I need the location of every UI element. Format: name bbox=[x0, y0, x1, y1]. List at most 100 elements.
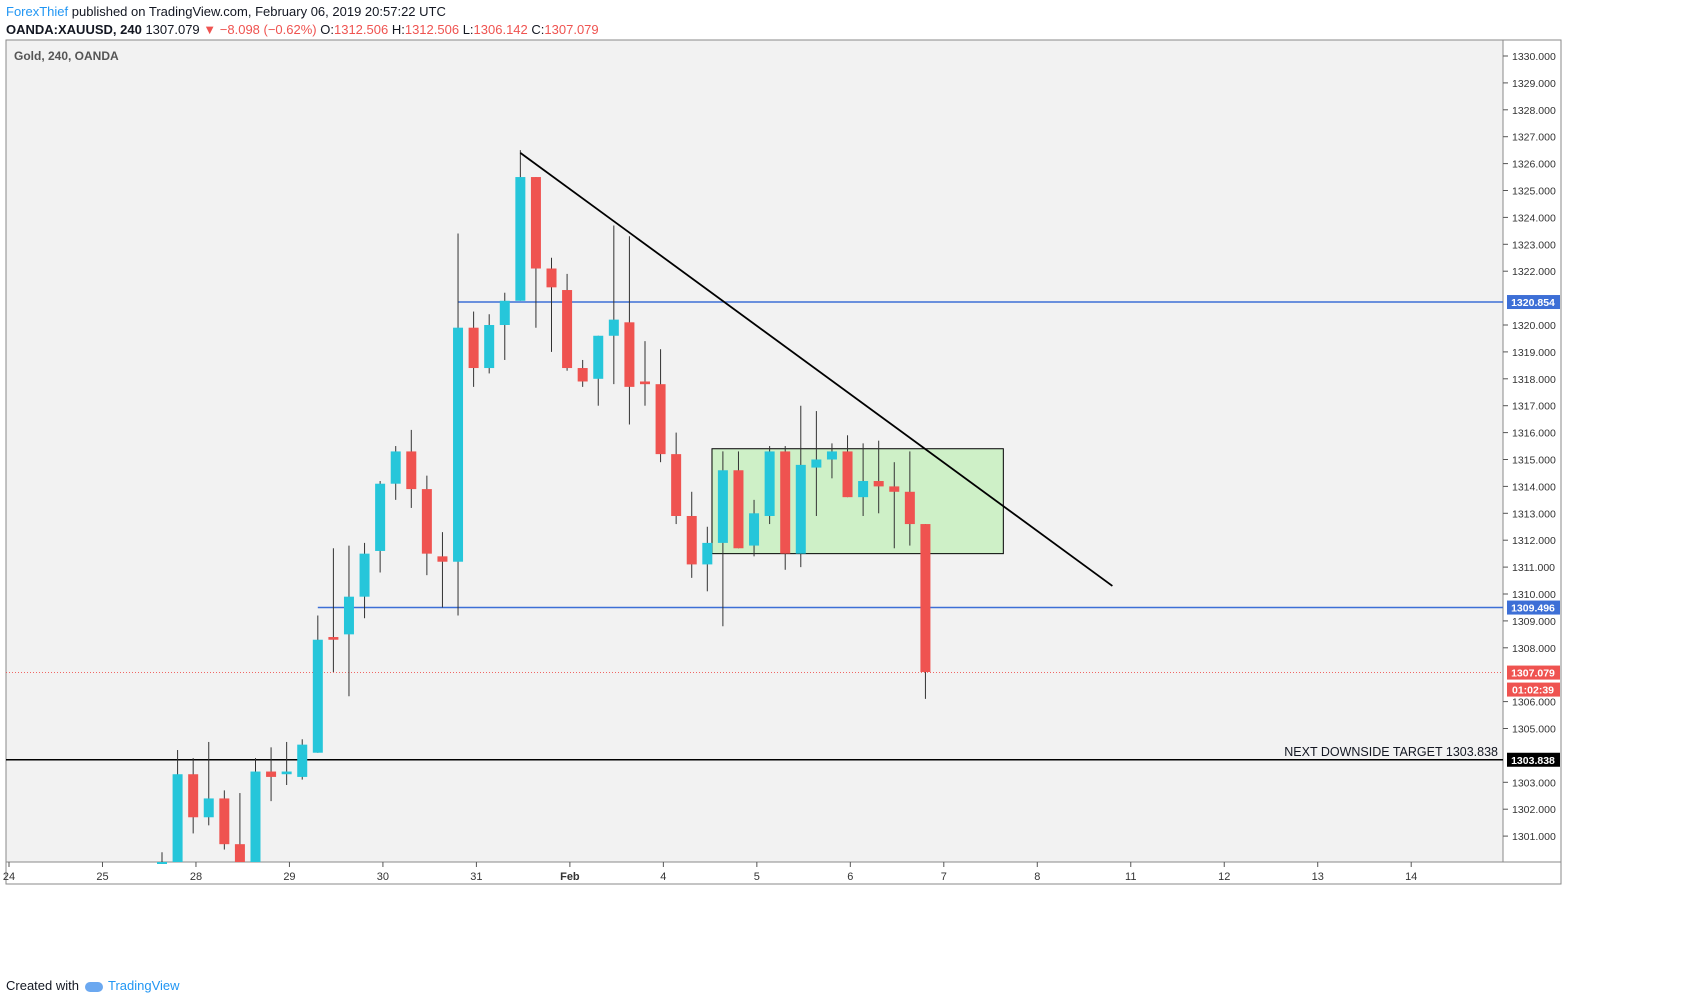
created-with-text: Created with bbox=[6, 978, 79, 993]
close-label: C: bbox=[531, 22, 545, 37]
candle-up bbox=[702, 542, 713, 565]
x-tick-label: 14 bbox=[1405, 871, 1417, 883]
y-tick-label: 1313.000 bbox=[1512, 508, 1556, 520]
candle-up bbox=[608, 319, 619, 336]
y-tick-label: 1318.000 bbox=[1512, 374, 1556, 386]
candle-up bbox=[250, 771, 261, 862]
candle-down bbox=[904, 491, 915, 525]
publish-info: ForexThief published on TradingView.com,… bbox=[6, 4, 446, 20]
price-tag-label: 1320.854 bbox=[1511, 297, 1555, 309]
x-tick-label: 30 bbox=[377, 871, 389, 883]
downside-target-annotation: NEXT DOWNSIDE TARGET 1303.838 bbox=[1284, 745, 1498, 759]
high-value: 1312.506 bbox=[404, 22, 460, 37]
candle-down bbox=[671, 454, 682, 516]
candle-down bbox=[920, 524, 931, 673]
bar-countdown-tag-bg bbox=[1507, 682, 1560, 697]
last-price-tag: 1307.079 bbox=[1511, 668, 1555, 680]
candle-down bbox=[437, 556, 448, 562]
candle-down bbox=[733, 470, 744, 549]
y-tick-label: 1302.000 bbox=[1512, 804, 1556, 816]
close-value: 1307.079 bbox=[544, 22, 599, 37]
x-tick-label: 28 bbox=[190, 871, 202, 883]
candle-up bbox=[203, 798, 214, 818]
bar-countdown-tag: 01:02:39 bbox=[1512, 685, 1554, 697]
candle-down bbox=[873, 481, 884, 487]
y-tick-label: 1329.000 bbox=[1512, 78, 1556, 90]
price-tag-label-bg bbox=[1507, 752, 1560, 767]
candle-down bbox=[219, 798, 230, 845]
chart-title: Gold, 240, OANDA bbox=[14, 49, 119, 63]
y-tick-label: 1311.000 bbox=[1512, 562, 1555, 574]
candle-down bbox=[530, 177, 541, 269]
y-tick-label: 1317.000 bbox=[1512, 401, 1556, 413]
candle-up bbox=[157, 862, 168, 864]
price-tag-label-bg bbox=[1507, 600, 1560, 615]
x-tick-label: Feb bbox=[560, 871, 580, 883]
candle-up bbox=[499, 300, 510, 325]
candle-up bbox=[826, 451, 837, 460]
y-tick-label: 1312.000 bbox=[1512, 535, 1556, 547]
candle-up bbox=[764, 451, 775, 516]
last-price-tag-bg bbox=[1507, 665, 1560, 680]
y-tick-label: 1301.000 bbox=[1512, 831, 1556, 843]
price-tag-label-bg bbox=[1507, 295, 1560, 310]
candle-up bbox=[375, 483, 386, 551]
candle-down bbox=[468, 327, 479, 369]
trend-line bbox=[519, 152, 1113, 587]
candle-down bbox=[266, 771, 277, 777]
y-tick-label: 1306.000 bbox=[1512, 697, 1556, 709]
x-tick-label: 31 bbox=[470, 871, 482, 883]
candle-down bbox=[889, 486, 900, 492]
publish-text: published on TradingView.com, February 0… bbox=[68, 4, 446, 19]
candle-up bbox=[390, 451, 401, 484]
x-tick-label: 13 bbox=[1312, 871, 1324, 883]
y-tick-label: 1305.000 bbox=[1512, 724, 1556, 736]
candle-down bbox=[842, 451, 853, 498]
consolidation-zone bbox=[711, 448, 1004, 555]
x-tick-label: 12 bbox=[1218, 871, 1230, 883]
price-tag-label: 1303.838 bbox=[1511, 755, 1555, 767]
y-tick-label: 1324.000 bbox=[1512, 212, 1556, 224]
candle-up bbox=[484, 325, 495, 369]
high-label: H: bbox=[391, 22, 405, 37]
candle-down bbox=[562, 290, 573, 369]
x-tick-label: 29 bbox=[283, 871, 295, 883]
candle-down bbox=[406, 451, 417, 490]
y-tick-label: 1328.000 bbox=[1512, 105, 1556, 117]
candle-down bbox=[655, 384, 666, 455]
x-tick-label: 8 bbox=[1034, 871, 1040, 883]
low-value: 1306.142 bbox=[473, 22, 528, 37]
y-tick-label: 1303.000 bbox=[1512, 777, 1556, 789]
symbol-label: OANDA:XAUUSD, 240 bbox=[6, 22, 142, 37]
candle-up bbox=[312, 639, 323, 753]
candle-down bbox=[546, 268, 557, 288]
y-tick-label: 1327.000 bbox=[1512, 132, 1556, 144]
x-tick-label: 7 bbox=[941, 871, 947, 883]
x-tick-label: 11 bbox=[1125, 871, 1136, 883]
candle-down bbox=[188, 774, 199, 818]
candle-up bbox=[515, 177, 526, 301]
candle-up bbox=[593, 335, 604, 379]
y-tick-label: 1326.000 bbox=[1512, 159, 1556, 171]
candle-up bbox=[749, 513, 760, 546]
y-tick-label: 1320.000 bbox=[1512, 320, 1556, 332]
candle-down bbox=[234, 844, 245, 862]
open-value: 1312.506 bbox=[333, 22, 389, 37]
y-tick-label: 1310.000 bbox=[1512, 589, 1556, 601]
last-price: 1307.079 bbox=[145, 22, 200, 37]
y-tick-label: 1308.000 bbox=[1512, 643, 1556, 655]
y-tick-label: 1322.000 bbox=[1512, 266, 1556, 278]
x-tick-label: 6 bbox=[847, 871, 853, 883]
open-label: O: bbox=[320, 22, 334, 37]
y-tick-label: 1309.000 bbox=[1512, 616, 1556, 628]
candle-up bbox=[811, 459, 822, 468]
price-tag-label: 1309.496 bbox=[1511, 603, 1555, 615]
candle-down bbox=[328, 637, 339, 640]
low-label: L: bbox=[462, 22, 474, 37]
candle-up bbox=[453, 327, 464, 562]
author-link[interactable]: ForexThief bbox=[6, 4, 69, 19]
x-tick-label: 5 bbox=[754, 871, 760, 883]
x-tick-label: 24 bbox=[3, 871, 15, 883]
tradingview-link[interactable]: TradingView bbox=[108, 978, 180, 993]
